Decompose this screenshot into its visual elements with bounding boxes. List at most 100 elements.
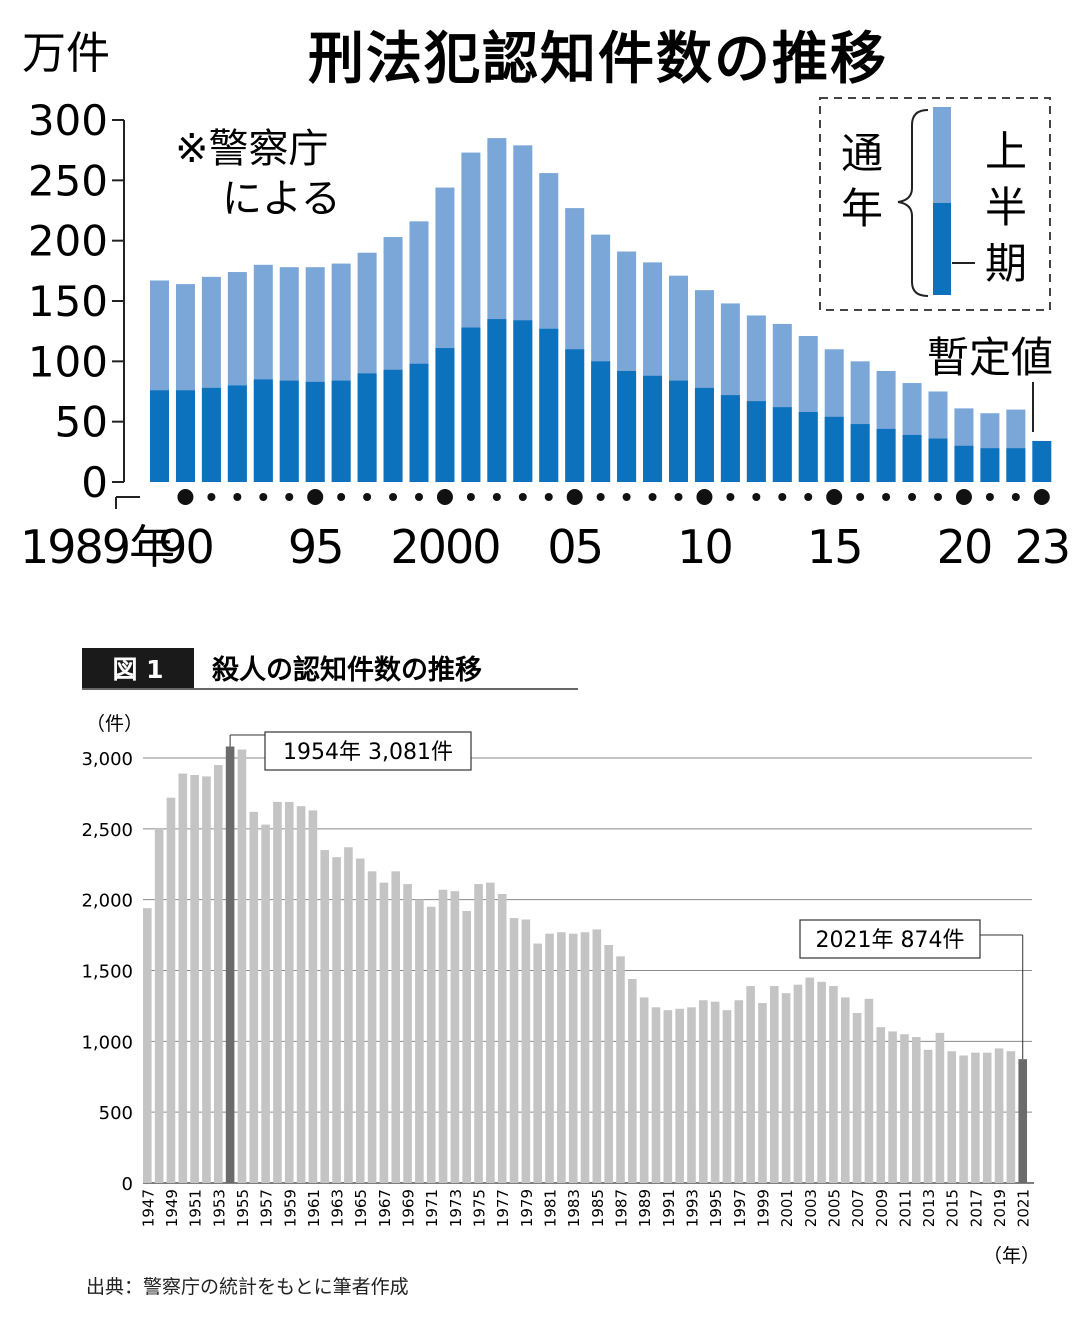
bar-half-2001	[461, 327, 481, 482]
chart1-xtick-label: 23	[1015, 520, 1070, 574]
annotation-box-1954	[264, 731, 472, 771]
chart1-ytick-label: 300	[28, 96, 108, 145]
chart1-ytick-label: 100	[28, 337, 108, 386]
chart1-ytick-label: 250	[28, 156, 108, 205]
homicide-bar-1948	[154, 828, 164, 1183]
homicide-bar-2017	[971, 1052, 980, 1183]
chart1-ytick-label: 0	[81, 458, 108, 507]
bar-half-2006	[591, 361, 611, 482]
bar-half-2010	[694, 387, 714, 482]
chart1-xtick-label: 20	[937, 520, 992, 574]
chart1-xtick-1998	[389, 493, 398, 501]
homicide-bar-1983	[568, 933, 578, 1183]
homicide-bar-1982	[557, 932, 566, 1183]
y-unit-label: （件）	[86, 713, 143, 735]
chart2-xtick-label: 2007	[849, 1189, 867, 1227]
homicide-bar-1956	[249, 811, 259, 1183]
chart2-ytick-label: 2,000	[81, 891, 133, 912]
chart2-xtick-label: 1961	[305, 1189, 323, 1227]
chart1-ytick-label: 50	[55, 398, 108, 447]
homicide-bar-1972	[438, 889, 448, 1183]
homicide-bar-1966	[367, 871, 377, 1183]
legend-half-char: 半	[985, 183, 1027, 232]
homicide-bar-2013	[923, 1049, 933, 1183]
chart2-ytick-label: 1,500	[81, 962, 133, 983]
homicide-bar-2001	[781, 993, 791, 1183]
bar-half-2000	[435, 348, 455, 482]
homicide-bar-1996	[722, 1010, 732, 1183]
chart1-xtick-2012	[752, 493, 761, 501]
chart1-ytick-label: 150	[28, 277, 108, 326]
chart2-xtick-label: 1959	[281, 1189, 299, 1227]
homicide-bar-1988	[628, 979, 637, 1183]
chart1-yaxis: 0 50 100 150 200 250 300	[28, 96, 125, 507]
chart1-xtick-label: 90	[158, 520, 213, 574]
homicide-bar-1987	[616, 956, 625, 1183]
chart1-note-line1: ※警察庁	[175, 126, 329, 172]
homicide-bar-2002	[793, 984, 803, 1183]
chart1-xtick-2007	[622, 493, 631, 501]
homicide-bar-1995	[710, 1001, 720, 1183]
bar-half-2020	[954, 445, 974, 482]
homicide-bar-1961	[308, 810, 318, 1183]
homicide-bar-2021	[1018, 1059, 1028, 1183]
homicide-bar-1962	[320, 850, 330, 1183]
legend-half-char: 上	[985, 127, 1027, 176]
chart2-xtick-label: 1989	[636, 1189, 654, 1227]
chart1-xtick-1994	[285, 493, 294, 501]
chart1-xtick-2005	[566, 489, 583, 505]
chart1-legend: 通年 上半期	[819, 97, 1051, 311]
homicide-bar-1976	[486, 882, 495, 1183]
chart2-xtick-label: 1951	[187, 1189, 205, 1227]
homicide-bar-1981	[545, 933, 554, 1183]
chart2-bars	[143, 746, 1028, 1183]
homicide-bar-2019	[994, 1048, 1004, 1183]
homicide-bar-2015	[947, 1051, 957, 1183]
chart1-ytick-label: 200	[28, 217, 108, 266]
annotation-box-2021	[799, 919, 981, 959]
chart1-note-line2: による	[222, 176, 341, 222]
homicide-bar-1985	[592, 929, 602, 1183]
homicide-bar-2012	[911, 1037, 921, 1183]
bar-half-1999	[409, 363, 429, 482]
bar-half-1991	[201, 387, 221, 482]
homicide-bar-1998	[746, 986, 755, 1183]
chart1-xtick-2020	[955, 489, 972, 505]
chart2-ytick-label: 3,000	[81, 749, 133, 770]
chart1-xtick-2023	[1033, 489, 1050, 505]
homicide-bar-1997	[734, 1000, 744, 1183]
homicide-bar-2018	[982, 1052, 992, 1183]
chart1-xtick-1996	[337, 493, 346, 501]
chart1-xtick-2004	[544, 493, 553, 501]
homicide-bar-2011	[900, 1034, 909, 1183]
bar-half-2011	[720, 395, 740, 482]
homicide-bar-1952	[202, 776, 211, 1183]
chart2-xtick-label: 1993	[683, 1189, 701, 1227]
homicide-bar-2007	[852, 1013, 862, 1183]
chart2-ytick-label: 1,000	[81, 1032, 133, 1053]
chart1-xtick-2021	[985, 493, 994, 501]
chart1-xtick-2013	[778, 493, 787, 501]
chart2-xtick-label: 1987	[613, 1189, 631, 1227]
chart1-xtick-1999	[415, 493, 423, 501]
homicide-bar-1953	[213, 765, 223, 1183]
homicide-bar-1974	[462, 911, 472, 1183]
homicide-bar-2004	[817, 981, 826, 1183]
homicide-bar-1958	[273, 801, 282, 1183]
legend-swatch-annual	[933, 107, 951, 204]
homicide-bar-1978	[509, 918, 519, 1183]
chart2-ytick-label: 0	[122, 1174, 133, 1195]
homicide-bar-1960	[296, 806, 306, 1183]
homicide-bar-1959	[284, 801, 294, 1183]
chart2-xtick-label: 1995	[707, 1189, 725, 1227]
bar-half-2002	[487, 319, 507, 482]
bar-half-2019	[928, 438, 948, 482]
homicide-bar-1999	[758, 1003, 767, 1183]
homicide-bar-1984	[580, 932, 590, 1183]
bar-half-2004	[539, 328, 559, 482]
homicide-bar-1975	[474, 884, 483, 1183]
homicide-bar-1951	[190, 775, 199, 1183]
chart1-xtick-2017	[882, 493, 891, 501]
chart2-xaxis: 1947 1949 1951 1953 1955 1957 1959 1961 1963 1965…	[139, 1189, 1032, 1227]
chart1-xtick-1997	[363, 493, 372, 501]
